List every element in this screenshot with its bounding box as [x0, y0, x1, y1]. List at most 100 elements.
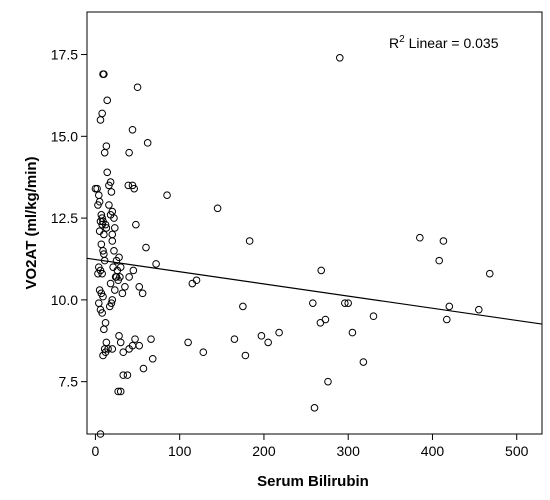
- data-point: [335, 53, 344, 62]
- data-point: [321, 315, 330, 324]
- data-point: [275, 328, 283, 337]
- data-point: [184, 338, 192, 347]
- data-point: [241, 351, 250, 360]
- data-point: [102, 224, 111, 232]
- data-point: [199, 348, 208, 357]
- data-point: [485, 269, 494, 278]
- data-point: [99, 247, 107, 255]
- data-point: [135, 282, 144, 291]
- x-tick-label: 300: [337, 443, 361, 459]
- data-point: [123, 371, 132, 379]
- r-squared-text: Linear = 0.035: [405, 35, 499, 51]
- data-point: [245, 237, 254, 245]
- data-point: [416, 233, 424, 242]
- data-point: [119, 371, 128, 379]
- data-point: [100, 148, 109, 157]
- r-squared-superscript: 2: [399, 34, 405, 45]
- data-point: [152, 260, 160, 268]
- data-point: [111, 286, 119, 294]
- data-point: [309, 299, 317, 307]
- data-point: [98, 269, 106, 278]
- data-point: [128, 125, 137, 134]
- data-point: [130, 184, 138, 193]
- x-axis: 0 100 200 300 400 500: [92, 434, 529, 459]
- data-point: [135, 341, 144, 350]
- data-point: [213, 204, 222, 213]
- fit-line: [86, 257, 543, 325]
- plot-area: [86, 11, 543, 435]
- y-tick-label: 17.5: [51, 47, 78, 63]
- data-point: [115, 253, 123, 262]
- data-point: [111, 224, 119, 232]
- data-point: [107, 299, 116, 307]
- data-point: [108, 345, 117, 353]
- data-point: [143, 139, 152, 147]
- data-point: [132, 220, 140, 229]
- data-point: [108, 296, 117, 304]
- data-point: [106, 279, 115, 288]
- data-point: [94, 269, 102, 278]
- data-point: [96, 116, 105, 124]
- data-point: [192, 276, 201, 285]
- data-point: [94, 201, 102, 209]
- data-point: [317, 266, 326, 275]
- data-point: [125, 273, 133, 281]
- data-point: [435, 256, 444, 265]
- data-point: [108, 237, 117, 245]
- data-point: [100, 345, 109, 353]
- data-point: [324, 377, 332, 386]
- data-point: [101, 348, 110, 357]
- data-point: [110, 247, 118, 255]
- data-point: [445, 302, 454, 311]
- data-point: [359, 358, 368, 366]
- data-point: [129, 266, 138, 275]
- data-point: [107, 188, 116, 196]
- data-point: [118, 289, 127, 298]
- data-point: [116, 273, 124, 281]
- data-point: [124, 181, 133, 190]
- data-point: [103, 96, 112, 105]
- data-point: [125, 148, 133, 157]
- data-point: [257, 332, 266, 340]
- data-point: [138, 289, 147, 298]
- data-point: [99, 292, 107, 301]
- data-point: [344, 299, 353, 307]
- x-tick-label: 200: [252, 443, 276, 459]
- data-point: [230, 335, 239, 343]
- y-axis: 7.5 10.0 12.5 15.0 17.5: [51, 47, 87, 390]
- data-point: [147, 335, 155, 343]
- data-point: [116, 338, 125, 347]
- data-point: [110, 214, 118, 222]
- data-point: [101, 220, 110, 229]
- x-tick-label: 100: [168, 443, 192, 459]
- x-tick-label: 400: [421, 443, 445, 459]
- data-point: [442, 315, 451, 324]
- y-axis-title: VO2AT (ml/kg/min): [23, 156, 40, 289]
- data-point: [101, 318, 110, 327]
- data-point: [369, 312, 378, 321]
- data-point: [112, 273, 121, 281]
- data-point: [439, 237, 448, 245]
- x-axis-title: Serum Bilirubin: [257, 473, 369, 490]
- data-point: [119, 348, 128, 357]
- y-tick-label: 12.5: [51, 210, 78, 226]
- data-point: [96, 430, 105, 438]
- data-point: [264, 338, 272, 347]
- data-point: [114, 387, 122, 396]
- data-point: [341, 299, 349, 307]
- data-point: [121, 282, 129, 291]
- data-point: [148, 354, 157, 363]
- data-point: [100, 230, 108, 239]
- data-point: [310, 404, 319, 412]
- data-point: [139, 364, 148, 373]
- data-point: [98, 309, 106, 317]
- y-tick-label: 15.0: [51, 128, 78, 144]
- data-point: [133, 83, 142, 92]
- data-point: [116, 387, 125, 396]
- r-squared-annotation: R2 Linear = 0.035: [389, 34, 499, 51]
- y-tick-label: 10.0: [51, 292, 78, 308]
- data-point: [105, 201, 113, 209]
- data-point: [103, 168, 112, 177]
- x-tick-label: 500: [505, 443, 529, 459]
